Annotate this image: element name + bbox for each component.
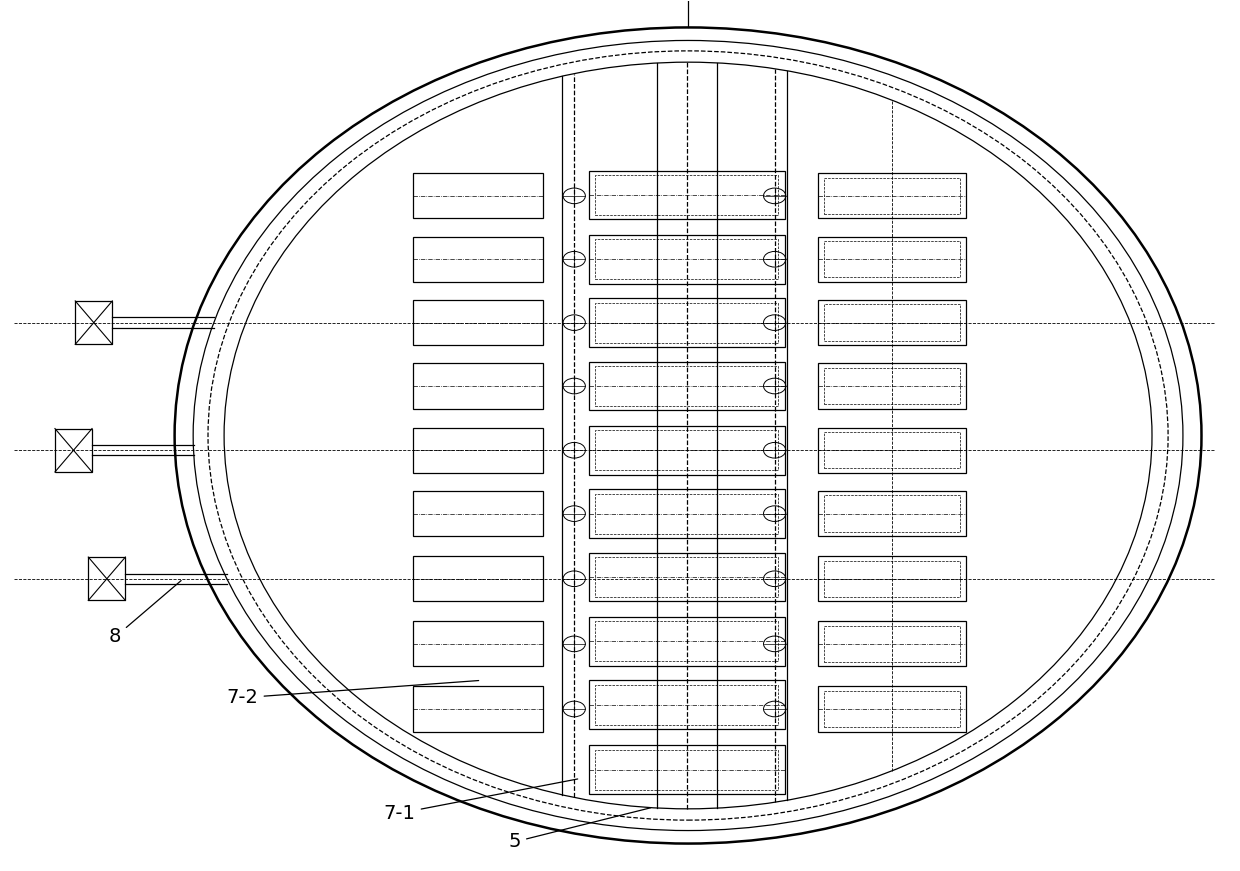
Bar [413,300,543,345]
Bar [55,429,92,472]
Text: 8: 8 [109,581,181,646]
Bar [818,363,966,408]
Bar [818,300,966,345]
Bar [595,621,779,661]
Text: 5: 5 [508,807,651,851]
Bar [818,557,966,601]
Bar [825,625,960,662]
Bar [825,241,960,278]
Bar [595,750,779,790]
Bar [825,178,960,214]
Bar [818,173,966,219]
Bar [413,621,543,666]
Text: 7-2: 7-2 [227,680,479,707]
Bar [825,691,960,727]
Bar [413,237,543,282]
Bar [589,235,785,284]
Bar [595,557,779,597]
Bar [825,496,960,532]
Bar [413,491,543,537]
Bar [88,557,125,600]
Bar [825,368,960,404]
Bar [818,686,966,732]
Bar [413,173,543,219]
Bar [589,617,785,665]
Bar [413,557,543,601]
Bar [595,366,779,406]
Bar [825,432,960,469]
Bar [76,300,113,344]
Bar [825,304,960,341]
Bar [595,175,779,215]
Bar [595,430,779,470]
Bar [589,746,785,794]
Bar [589,490,785,538]
Bar [589,553,785,601]
Bar [818,237,966,282]
Bar [595,685,779,725]
Bar [589,680,785,729]
Bar [589,361,785,410]
Bar [595,494,779,534]
Bar [413,428,543,473]
Bar [818,621,966,666]
Bar [589,171,785,219]
Bar [589,299,785,347]
Bar [818,491,966,537]
Bar [413,686,543,732]
Bar [818,428,966,473]
Bar [589,426,785,475]
Bar [825,561,960,597]
Bar [413,363,543,408]
Text: 7-1: 7-1 [384,779,578,823]
Bar [595,240,779,280]
Bar [595,302,779,342]
